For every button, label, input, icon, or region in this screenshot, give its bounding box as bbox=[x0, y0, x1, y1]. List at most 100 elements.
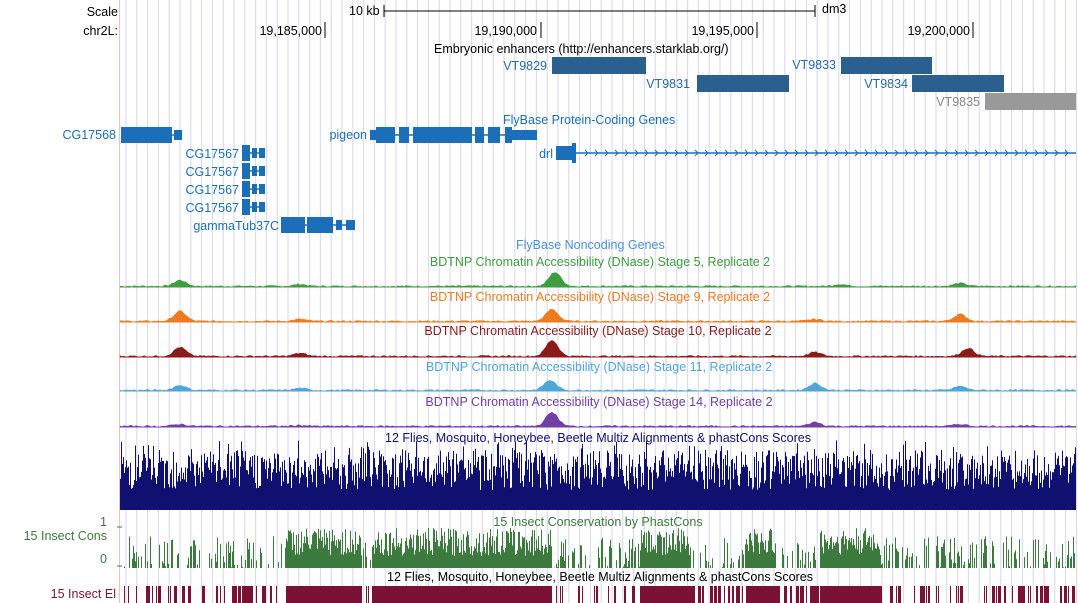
cons-bar bbox=[525, 555, 526, 568]
multiz-bar bbox=[308, 467, 309, 510]
enhancer-label[interactable]: VT9834 bbox=[864, 77, 908, 91]
elements-side-label[interactable]: 15 Insect El bbox=[50, 587, 116, 601]
cons-bar bbox=[337, 547, 338, 568]
enhancer-label[interactable]: VT9831 bbox=[646, 77, 690, 91]
multiz-bar bbox=[490, 479, 491, 510]
cons-bar bbox=[147, 561, 148, 568]
cons-bar bbox=[389, 533, 390, 568]
multiz-bar bbox=[372, 474, 373, 510]
multiz-bar bbox=[537, 470, 538, 510]
conserved-element bbox=[758, 586, 760, 603]
enhancer-track-title[interactable]: Embryonic enhancers (http://enhancers.st… bbox=[434, 42, 729, 56]
cons-bar bbox=[902, 547, 903, 568]
cons-bar bbox=[1015, 550, 1016, 568]
gene-label-drl[interactable]: drl bbox=[539, 147, 553, 161]
multiz-bar bbox=[879, 467, 880, 510]
cons-bar bbox=[756, 535, 757, 568]
multiz-bar bbox=[921, 450, 922, 510]
multiz-bar bbox=[136, 481, 137, 510]
strand-arrow bbox=[664, 149, 669, 157]
multiz-bar bbox=[141, 471, 142, 510]
multiz-bar bbox=[557, 470, 558, 510]
gene-track-title[interactable]: FlyBase Protein-Coding Genes bbox=[503, 113, 676, 127]
dnase-track-title[interactable]: BDTNP Chromatin Accessibility (DNase) St… bbox=[429, 255, 771, 269]
cons-bar bbox=[841, 538, 842, 568]
cons-bar bbox=[556, 563, 557, 568]
cons-bar bbox=[409, 539, 410, 568]
multiz-bar bbox=[619, 453, 620, 510]
cons-bar bbox=[993, 545, 994, 568]
multiz-bar bbox=[328, 470, 329, 510]
conserved-element bbox=[1064, 586, 1067, 603]
noncoding-track-title[interactable]: FlyBase Noncoding Genes bbox=[516, 238, 665, 252]
strand-arrow bbox=[694, 149, 699, 157]
dnase-track-title[interactable]: BDTNP Chromatin Accessibility (DNase) St… bbox=[425, 360, 773, 374]
gene-label-cg17567[interactable]: CG17567 bbox=[185, 165, 239, 179]
multiz-bar bbox=[784, 479, 785, 510]
multiz-track-title[interactable]: 12 Flies, Mosquito, Honeybee, Beetle Mul… bbox=[385, 431, 811, 445]
conserved-element bbox=[508, 586, 510, 603]
enhancer-label[interactable]: VT9829 bbox=[503, 59, 547, 73]
dnase-track-title[interactable]: BDTNP Chromatin Accessibility (DNase) St… bbox=[424, 324, 772, 338]
multiz-bar bbox=[739, 486, 740, 510]
multiz-bar bbox=[123, 457, 124, 510]
conserved-element bbox=[304, 586, 306, 603]
cons-bar bbox=[755, 533, 756, 568]
dnase-signal bbox=[119, 411, 1077, 428]
multiz-bar bbox=[237, 450, 238, 510]
multiz-bar bbox=[756, 451, 757, 510]
multiz-bar bbox=[593, 451, 594, 510]
dnase-track-title[interactable]: BDTNP Chromatin Accessibility (DNase) St… bbox=[425, 395, 773, 409]
conserved-element bbox=[750, 586, 752, 603]
conserved-element bbox=[544, 586, 546, 603]
cons-side-label[interactable]: 15 Insect Cons bbox=[23, 529, 107, 543]
conserved-element bbox=[1068, 586, 1069, 603]
cons-bar bbox=[1043, 557, 1044, 568]
cons-bar bbox=[386, 533, 387, 568]
gene-label-cg17567[interactable]: CG17567 bbox=[185, 147, 239, 161]
elements-track-title[interactable]: 12 Flies, Mosquito, Honeybee, Beetle Mul… bbox=[387, 570, 813, 584]
gene-label-pigeon[interactable]: pigeon bbox=[329, 128, 367, 142]
cons-bar bbox=[472, 555, 473, 568]
cons-bar bbox=[641, 530, 642, 568]
multiz-bar bbox=[773, 452, 774, 510]
enhancer-label[interactable]: VT9833 bbox=[792, 58, 836, 72]
cons-bar bbox=[572, 551, 573, 568]
conserved-element bbox=[406, 586, 408, 603]
multiz-bar bbox=[924, 484, 925, 510]
multiz-bar bbox=[948, 489, 949, 510]
multiz-bar bbox=[952, 468, 953, 510]
gene-label-cg17567[interactable]: CG17567 bbox=[185, 183, 239, 197]
multiz-bar bbox=[833, 452, 834, 510]
multiz-bar bbox=[150, 459, 151, 510]
multiz-bar bbox=[338, 458, 339, 510]
cons-bar bbox=[471, 546, 472, 568]
cons-bar bbox=[441, 528, 442, 568]
multiz-bar bbox=[224, 468, 225, 510]
multiz-bar bbox=[834, 453, 835, 510]
gene-label-gammatub37c[interactable]: gammaTub37C bbox=[193, 219, 279, 233]
cons-bar bbox=[752, 545, 753, 568]
multiz-bar bbox=[621, 454, 622, 510]
gene-label-cg17567[interactable]: CG17567 bbox=[185, 201, 239, 215]
conserved-element bbox=[878, 586, 880, 603]
dnase-track-title[interactable]: BDTNP Chromatin Accessibility (DNase) St… bbox=[429, 290, 771, 304]
gene-label-cg17568[interactable]: CG17568 bbox=[62, 128, 116, 142]
multiz-bar bbox=[677, 458, 678, 510]
cons-bar bbox=[414, 554, 415, 568]
cons-bar bbox=[669, 534, 670, 568]
cons-bar bbox=[686, 545, 687, 568]
enhancer-label[interactable]: VT9835 bbox=[936, 95, 980, 109]
cons-bar bbox=[356, 550, 357, 568]
multiz-bar bbox=[566, 483, 567, 510]
cons-track-title[interactable]: 15 Insect Conservation by PhastCons bbox=[493, 515, 703, 529]
multiz-bar bbox=[631, 466, 632, 510]
conserved-element bbox=[898, 586, 901, 603]
multiz-bar bbox=[316, 487, 317, 510]
cons-bar bbox=[754, 529, 755, 568]
conserved-element bbox=[984, 586, 985, 603]
gene-exon bbox=[336, 220, 342, 230]
multiz-bar bbox=[289, 457, 290, 510]
cons-bar bbox=[285, 547, 286, 568]
